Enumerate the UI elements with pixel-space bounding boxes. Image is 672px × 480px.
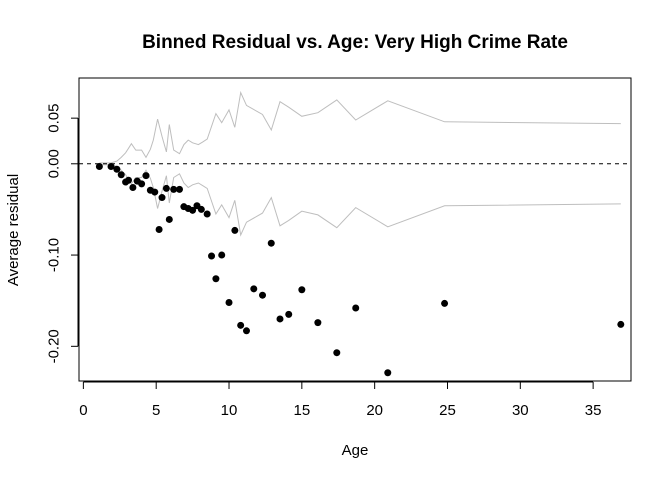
data-point xyxy=(138,180,146,188)
data-point xyxy=(617,320,625,328)
data-point xyxy=(218,251,226,259)
data-point xyxy=(352,304,360,312)
data-point xyxy=(113,165,121,173)
y-axis: 0.05 0.00 -0.10 -0.20 xyxy=(45,104,79,363)
x-tick-label: 30 xyxy=(512,402,529,419)
data-point xyxy=(170,185,178,193)
data-point xyxy=(203,210,211,218)
data-point xyxy=(231,226,239,234)
y-tick-label: 0.00 xyxy=(45,149,62,178)
x-tick-label: 0 xyxy=(79,402,87,419)
x-tick-label: 35 xyxy=(585,402,602,419)
x-tick-label: 25 xyxy=(439,402,456,419)
y-tick-label: -0.10 xyxy=(45,238,62,272)
data-point xyxy=(95,163,103,171)
data-point xyxy=(267,239,275,247)
x-axis: 0 5 10 15 20 25 30 35 xyxy=(79,381,602,419)
x-tick-label: 15 xyxy=(293,402,310,419)
data-point xyxy=(384,369,392,377)
data-point xyxy=(441,299,449,307)
chart-title: Binned Residual vs. Age: Very High Crime… xyxy=(142,32,568,53)
data-point xyxy=(197,205,205,213)
y-axis-label: Average residual xyxy=(5,174,22,286)
data-point xyxy=(242,327,250,335)
data-point xyxy=(314,319,322,327)
data-point xyxy=(175,185,183,193)
data-point xyxy=(125,176,133,184)
data-point xyxy=(250,285,258,293)
x-tick-label: 20 xyxy=(366,402,383,419)
y-tick-label: 0.05 xyxy=(45,104,62,133)
data-point xyxy=(155,226,163,233)
data-point xyxy=(142,172,150,180)
x-tick-label: 5 xyxy=(152,402,160,419)
data-point xyxy=(212,275,220,283)
data-point xyxy=(285,310,293,318)
data-point xyxy=(165,215,173,223)
data-point xyxy=(158,194,166,202)
x-axis-label: Age xyxy=(342,442,369,459)
data-point xyxy=(117,171,125,179)
data-point xyxy=(151,188,159,196)
data-points xyxy=(95,163,625,377)
plot-frame xyxy=(78,77,632,382)
data-point xyxy=(189,206,197,214)
data-point xyxy=(162,184,170,192)
data-point xyxy=(298,286,306,294)
data-point xyxy=(276,315,284,323)
data-point xyxy=(208,252,216,260)
data-point xyxy=(107,163,115,171)
data-point xyxy=(129,184,137,192)
y-tick-label: -0.20 xyxy=(45,329,62,363)
data-point xyxy=(333,349,341,357)
data-point xyxy=(225,299,233,307)
upper-band-line xyxy=(99,90,621,164)
data-point xyxy=(237,321,245,329)
x-tick-label: 10 xyxy=(221,402,238,419)
data-point xyxy=(259,291,267,299)
